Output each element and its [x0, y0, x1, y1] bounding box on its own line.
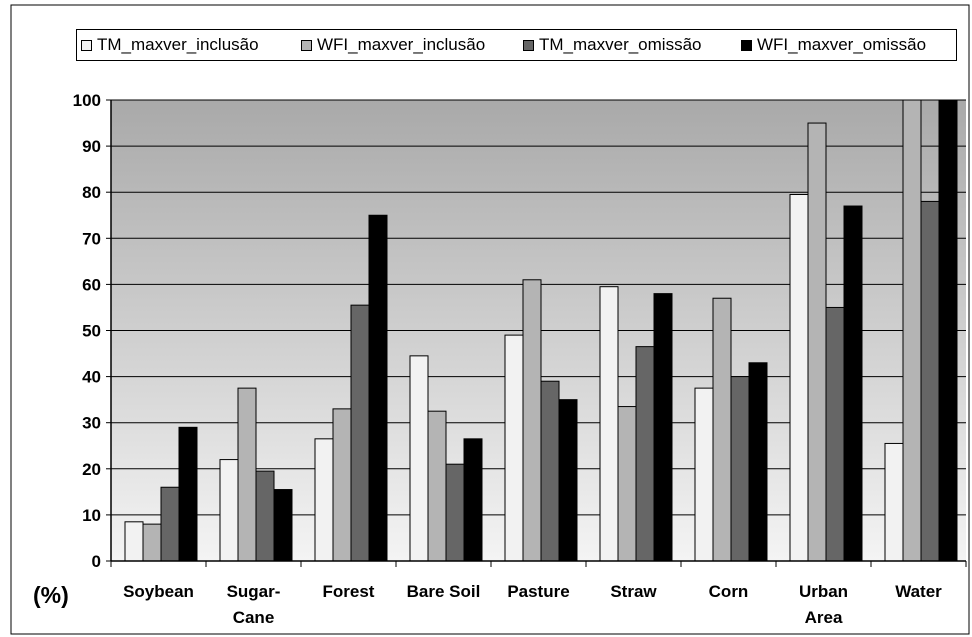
bar: [219, 459, 239, 562]
bar: [843, 205, 863, 562]
x-tick-label: Pasture: [507, 582, 569, 601]
bar: [653, 293, 673, 562]
bar: [789, 194, 809, 562]
legend-swatch: [301, 39, 312, 51]
x-tick-label: Forest: [323, 582, 375, 601]
bar: [142, 523, 162, 562]
bar: [748, 362, 768, 562]
legend-label: WFI_maxver_inclusão: [317, 35, 486, 54]
bar: [825, 306, 845, 562]
y-tick-label: 50: [82, 322, 101, 341]
legend-label: WFI_maxver_omissão: [757, 35, 927, 54]
y-tick-label: 0: [92, 552, 101, 571]
bar: [558, 399, 578, 562]
bar: [920, 200, 940, 562]
bar: [350, 304, 370, 562]
x-tick-label: Urban Area: [799, 582, 848, 627]
x-tick-label: Straw: [610, 582, 657, 601]
legend-label: TM_maxver_omissão: [539, 35, 702, 54]
bar: [314, 438, 334, 562]
bar: [332, 408, 352, 562]
legend-item-wfi-omissao: WFI_maxver_omissão: [741, 30, 926, 60]
legend-swatch: [81, 39, 92, 51]
x-tick-label: Corn: [709, 582, 749, 601]
bar: [504, 334, 524, 562]
x-tick-label: Bare Soil: [407, 582, 481, 601]
bar: [617, 406, 637, 562]
bar: [712, 297, 732, 562]
bar: [160, 486, 180, 562]
bar: [694, 387, 714, 562]
legend-swatch: [741, 39, 752, 51]
bar: [237, 387, 257, 562]
bar: [522, 279, 542, 562]
legend-item-wfi-inclusao: WFI_maxver_inclusão: [301, 30, 485, 60]
legend: TM_maxver_inclusão WFI_maxver_inclusão T…: [76, 29, 957, 61]
y-tick-label: 80: [82, 183, 101, 202]
bar: [427, 410, 447, 562]
x-tick-label: Sugar-Cane: [227, 582, 281, 627]
bar: [635, 346, 655, 562]
chart-border: [10, 4, 970, 635]
bar: [938, 99, 958, 562]
y-axis-unit-label: (%): [33, 582, 69, 608]
legend-swatch: [523, 39, 534, 51]
bar: [178, 426, 198, 562]
bar: [599, 286, 619, 562]
bar: [445, 463, 465, 562]
bar: [255, 470, 275, 562]
legend-item-tm-omissao: TM_maxver_omissão: [523, 30, 702, 60]
bar: [902, 99, 922, 562]
legend-label: TM_maxver_inclusão: [97, 35, 259, 54]
bar: [463, 438, 483, 562]
x-tick-label: Soybean: [123, 582, 194, 601]
bar: [273, 489, 293, 562]
y-tick-label: 60: [82, 275, 101, 294]
y-tick-label: 30: [82, 414, 101, 433]
y-tick-label: 10: [82, 506, 101, 525]
bar: [884, 442, 904, 562]
y-tick-label: 40: [82, 368, 101, 387]
bar: [124, 521, 144, 562]
y-tick-label: 70: [82, 229, 101, 248]
bar: [730, 376, 750, 562]
y-tick-label: 20: [82, 460, 101, 479]
legend-item-tm-inclusao: TM_maxver_inclusão: [81, 30, 259, 60]
bar: [540, 380, 560, 562]
x-tick-label: Water: [895, 582, 942, 601]
bar: [368, 214, 388, 562]
bar: [409, 355, 429, 562]
y-tick-label: 90: [82, 137, 101, 156]
y-tick-label: 100: [73, 91, 101, 110]
bar: [807, 122, 827, 562]
